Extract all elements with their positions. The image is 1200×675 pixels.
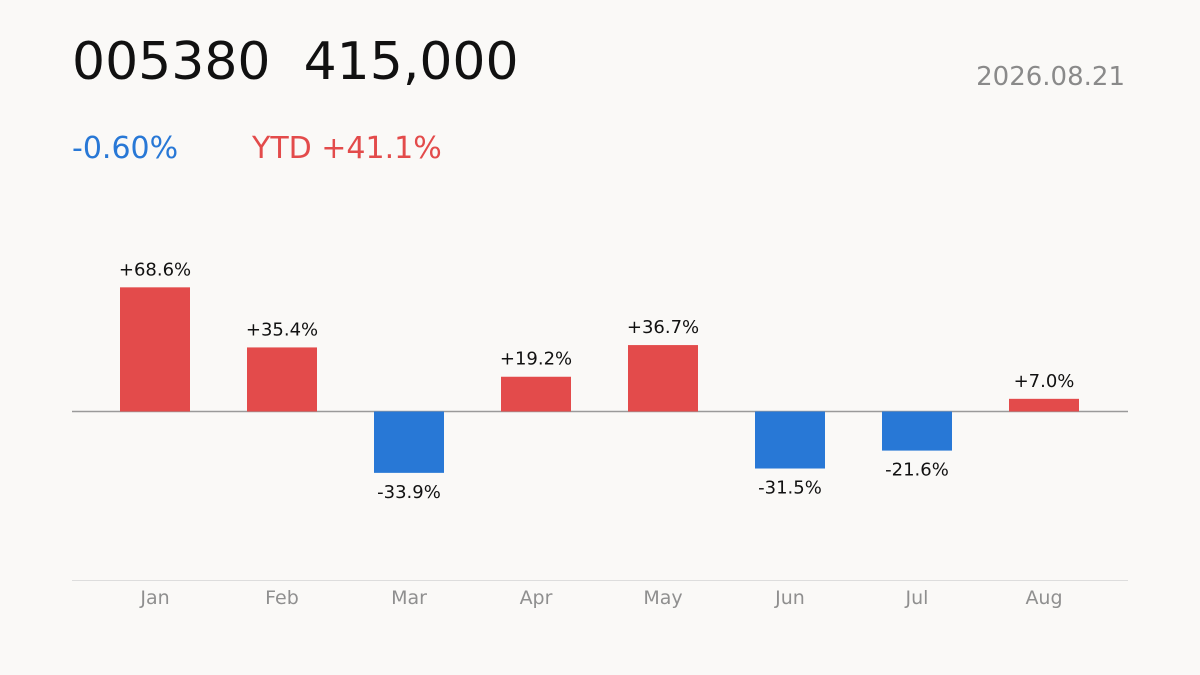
month-labels-group: Jan Feb Mar Apr May Jun Jul Aug (139, 587, 1062, 609)
bar-apr (501, 376, 571, 412)
month-label-aug: Aug (1025, 587, 1062, 609)
bar-value-label: -33.9% (377, 482, 441, 503)
bar-value-label: +68.6% (119, 259, 191, 280)
bar-value-label: -21.6% (885, 460, 949, 481)
bar-jun (755, 411, 825, 469)
month-label-jan: Jan (139, 587, 169, 609)
ytd-change: YTD +41.1% (252, 131, 442, 166)
month-label-jun: Jun (774, 587, 805, 609)
month-label-may: May (643, 587, 682, 609)
bar-value-label: +36.7% (627, 317, 699, 338)
bar-value-label: +7.0% (1014, 371, 1075, 392)
bar-mar (374, 411, 444, 473)
bars-group (120, 287, 1079, 473)
ticker-price-title: 005380 415,000 (72, 32, 519, 92)
month-label-mar: Mar (391, 587, 427, 609)
month-label-jul: Jul (905, 587, 929, 609)
bar-value-label: -31.5% (758, 478, 822, 499)
month-label-feb: Feb (265, 587, 299, 609)
bar-value-label: +35.4% (246, 319, 318, 340)
month-label-apr: Apr (520, 587, 553, 609)
bar-jan (120, 287, 190, 412)
bar-labels-group: +68.6% +35.4% -33.9% +19.2% +36.7% -31.5% -21.… (119, 259, 1075, 503)
bar-may (628, 345, 698, 412)
bar-aug (1009, 398, 1079, 412)
daily-change: -0.60% (72, 131, 179, 166)
bar-jul (882, 411, 952, 451)
date-label: 2026.08.21 (976, 62, 1125, 92)
bar-feb (247, 347, 317, 412)
bar-value-label: +19.2% (500, 349, 572, 370)
